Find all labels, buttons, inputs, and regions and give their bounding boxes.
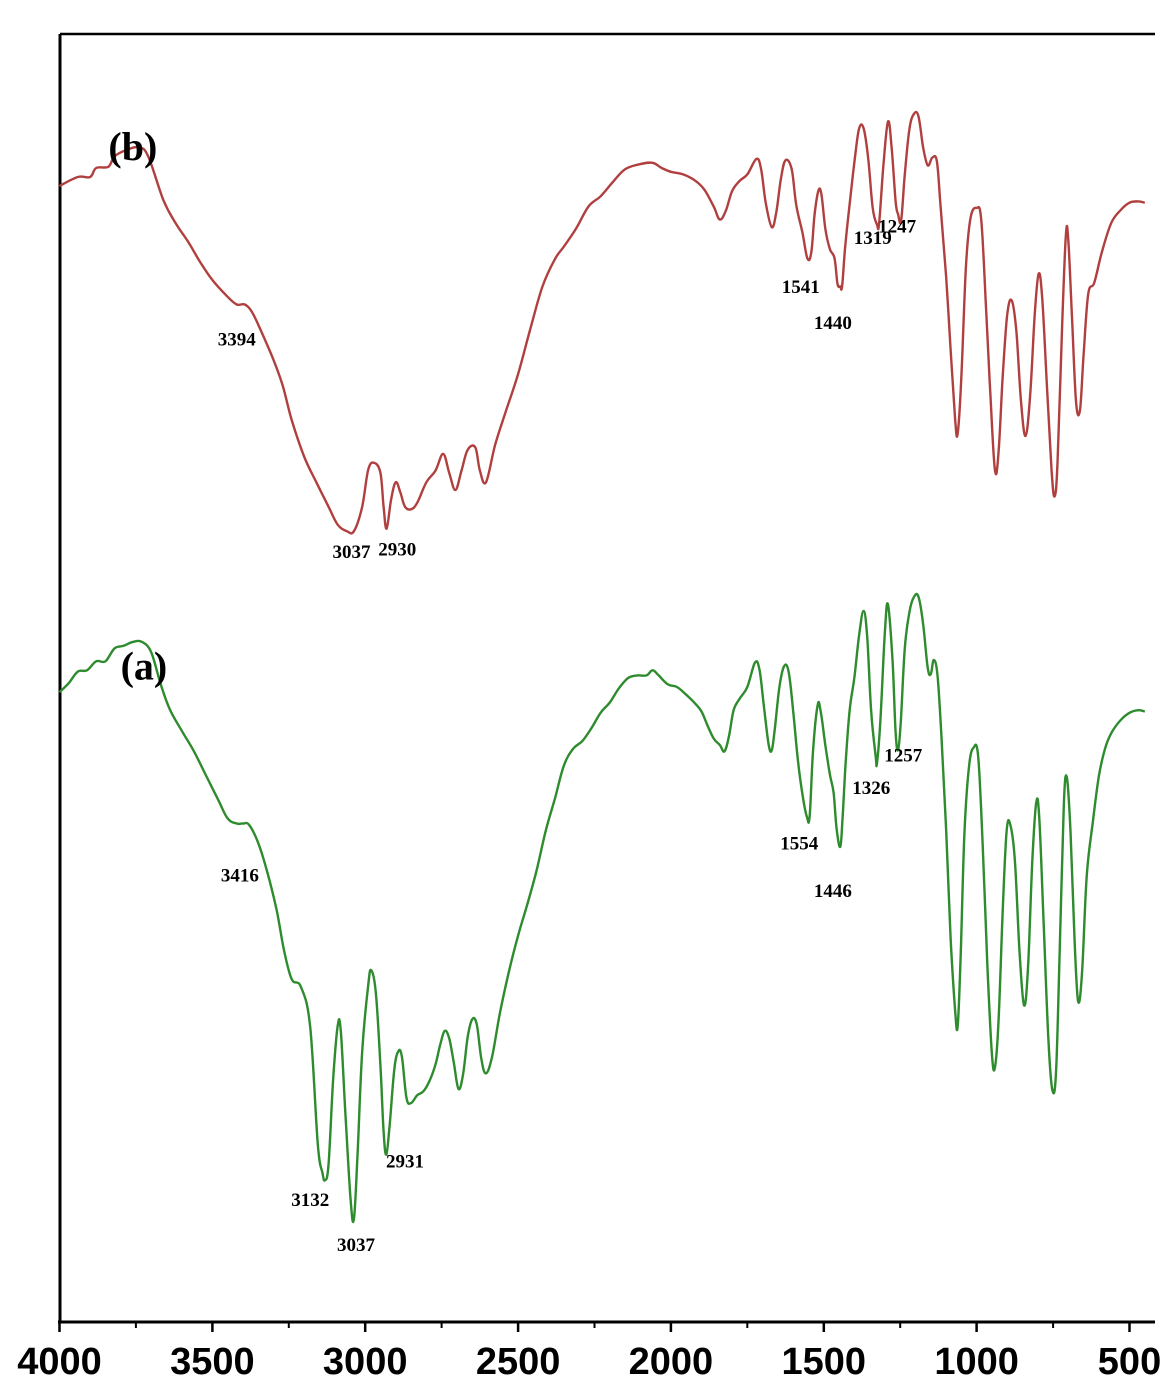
- series-label-b: (b): [108, 124, 157, 169]
- plot-frame: [58, 32, 1155, 1324]
- peak-label-2931: 2931: [386, 1151, 424, 1172]
- peak-label-1446: 1446: [814, 881, 852, 902]
- series-layer: [58, 110, 1146, 1224]
- peak-label-3037: 3037: [333, 542, 372, 563]
- x-tick-label: 2000: [629, 1341, 714, 1383]
- peak-label-3416: 3416: [221, 866, 259, 887]
- series-label-a: (a): [121, 643, 168, 688]
- spectrum-line-b: [58, 110, 1146, 535]
- spectrum-line-a: [58, 592, 1146, 1224]
- peak-label-1247: 1247: [878, 216, 917, 237]
- x-tick-label: 1500: [782, 1341, 867, 1383]
- x-tick-label: 1000: [934, 1341, 1019, 1383]
- x-tick-label: 500: [1098, 1341, 1161, 1383]
- peak-label-3132: 3132: [291, 1190, 329, 1211]
- x-tick-label: 2500: [476, 1341, 561, 1383]
- x-axis: 4000 3500 3000 2500 2000 1500 1000 500: [17, 1322, 1161, 1383]
- peak-label-1326: 1326: [852, 778, 890, 799]
- peak-label-3037: 3037: [337, 1235, 376, 1256]
- x-tick-label: 4000: [17, 1341, 102, 1383]
- peak-label-1257: 1257: [884, 746, 923, 767]
- peak-label-1440: 1440: [814, 313, 852, 334]
- x-tick-label: 3500: [170, 1341, 255, 1383]
- peak-label-1319: 1319: [854, 228, 892, 249]
- peak-label-3394: 3394: [218, 330, 257, 351]
- peak-label-2930: 2930: [378, 540, 416, 561]
- peak-label-1541: 1541: [782, 277, 820, 298]
- x-tick-label: 3000: [323, 1341, 408, 1383]
- peak-label-1554: 1554: [780, 833, 819, 854]
